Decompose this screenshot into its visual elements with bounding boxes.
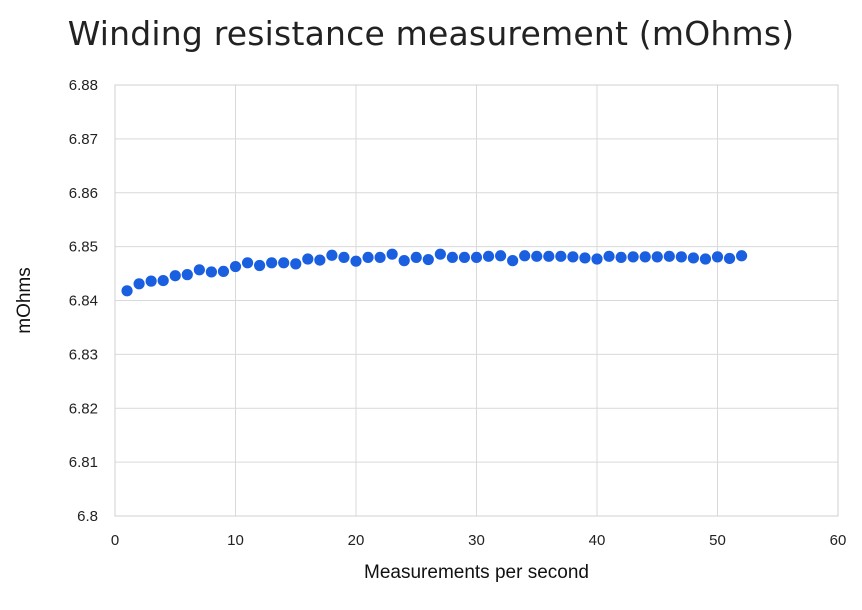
data-point [133,278,145,290]
data-point [302,253,314,265]
data-point [254,259,266,272]
data-point [278,257,290,269]
data-point [543,250,555,262]
x-axis-title: Measurements per second [364,562,589,583]
data-point [241,257,254,269]
data-point [627,251,639,263]
data-point [723,252,736,265]
y-tick-label: 6.82 [69,400,98,417]
data-point [675,251,687,263]
x-tick-label: 10 [227,532,244,549]
data-point [579,252,591,264]
data-point [470,251,483,263]
data-point [362,251,374,263]
x-tick-label: 20 [348,532,365,549]
data-point [266,257,278,269]
data-point [374,251,386,263]
data-point [639,251,651,263]
data-point [290,258,302,270]
data-point [711,251,724,263]
data-point [422,253,434,266]
data-point [615,251,627,263]
data-point [181,269,193,281]
data-point [434,248,446,260]
data-point [205,266,217,278]
data-point [507,255,519,267]
data-point [157,274,169,287]
data-point [555,250,567,262]
x-axis-ticks: 0 10 20 30 40 50 60 [111,532,847,549]
y-axis-title: mOhms [14,267,35,334]
data-point [398,255,410,267]
x-tick-label: 40 [589,532,606,549]
data-point [567,251,579,263]
data-point [314,254,326,266]
data-point [386,248,398,260]
data-point [229,260,242,273]
data-point [169,270,181,282]
data-point [591,253,603,265]
y-axis-ticks: 6.88 6.87 6.86 6.85 6.84 6.83 6.82 6.81 6.8 [69,77,98,525]
x-tick-label: 60 [830,532,847,549]
data-point [446,251,458,263]
data-point [193,264,205,276]
y-tick-label: 6.84 [69,293,98,310]
grid-lines [114,84,839,517]
data-point [121,285,133,297]
x-tick-label: 30 [468,532,485,549]
y-tick-label: 6.8 [77,508,98,525]
data-point [651,251,663,263]
y-tick-label: 6.86 [69,185,98,202]
data-point [326,249,338,261]
x-tick-label: 50 [709,532,726,549]
y-tick-label: 6.88 [69,77,98,94]
data-points [121,248,748,297]
y-tick-label: 6.83 [69,346,98,363]
chart-title: Winding resistance measurement (mOhms) [67,14,795,53]
data-point [338,251,350,263]
x-tick-label: 0 [111,532,119,549]
data-point [603,250,615,262]
y-tick-label: 6.81 [69,454,98,471]
y-tick-label: 6.85 [69,239,98,256]
y-tick-label: 6.87 [69,131,98,148]
data-point [495,250,507,262]
data-point [531,250,543,262]
data-point [482,250,495,262]
data-point [145,275,157,287]
data-point [736,250,748,262]
data-point [663,250,675,262]
data-point [519,250,531,262]
data-point [458,251,471,263]
data-point [687,252,700,264]
data-point [699,253,712,265]
data-point [217,265,230,278]
plot-area-frame [114,84,839,517]
data-point [350,255,362,267]
data-point [410,251,422,263]
